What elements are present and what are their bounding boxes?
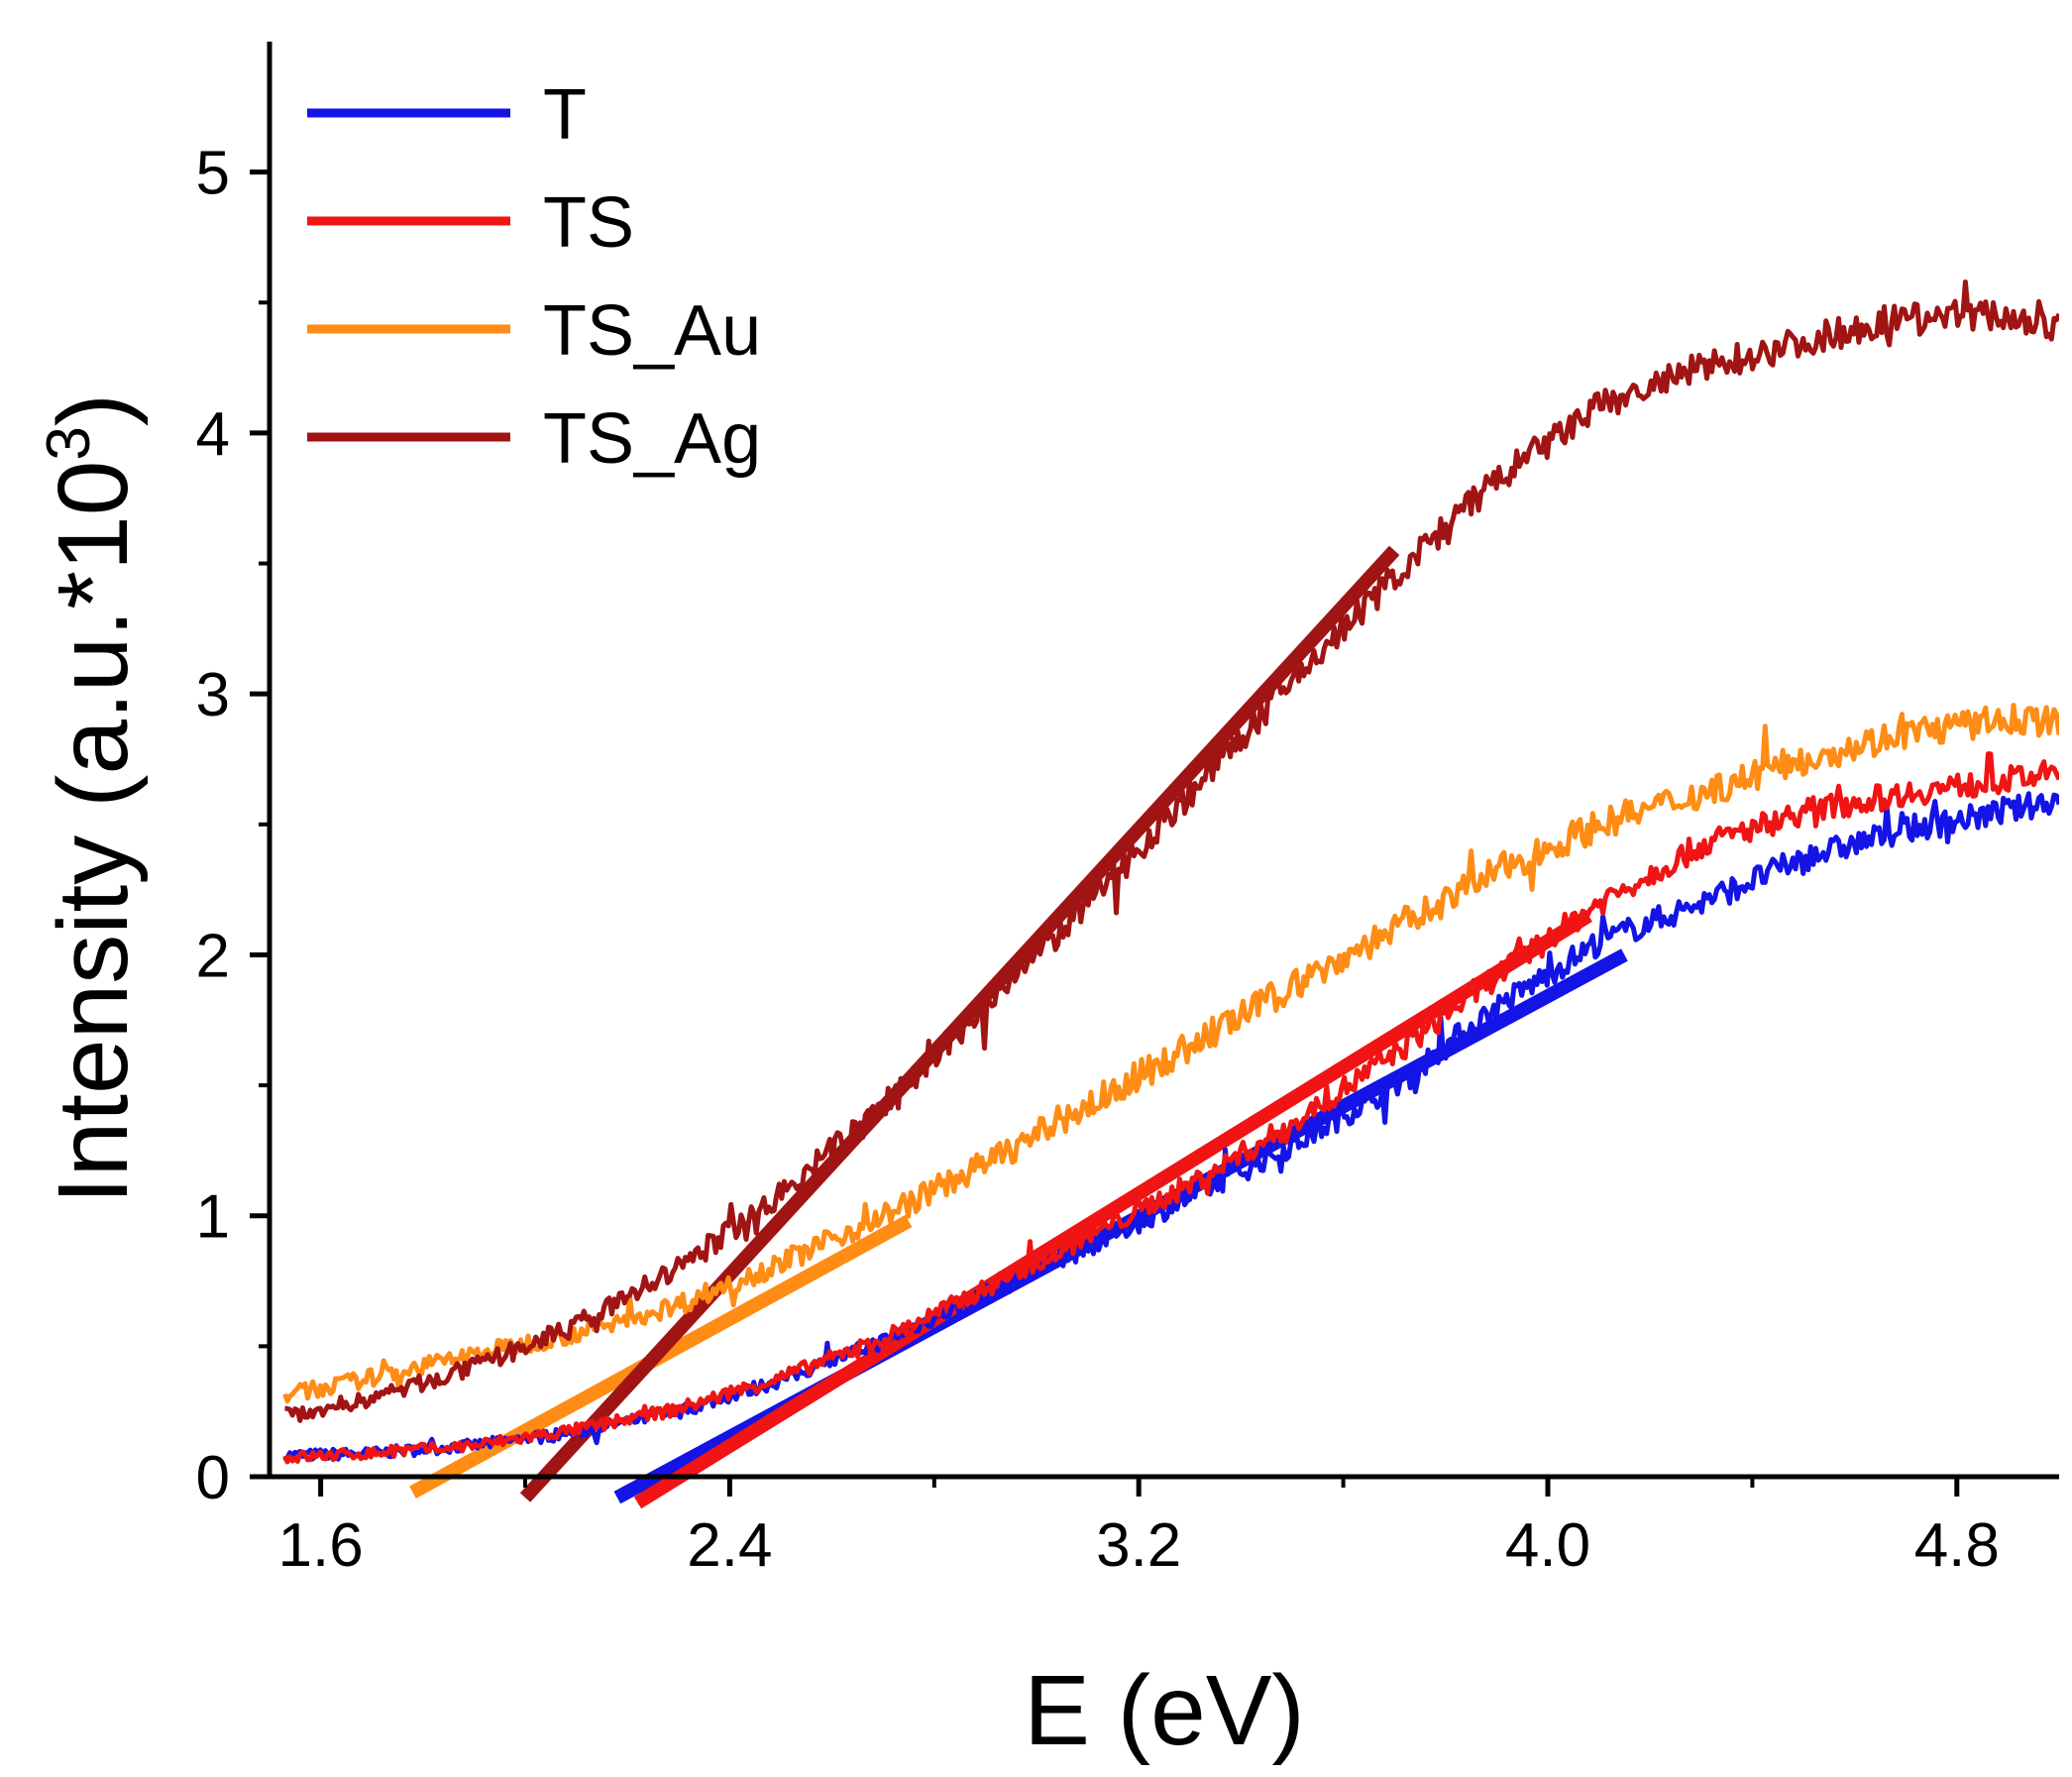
series-line-ts-ag: [284, 279, 2059, 1423]
legend-label-t: T: [543, 75, 587, 155]
series-line-ts-au: [282, 703, 2059, 1404]
y-axis-title-suffix: ): [38, 393, 149, 426]
x-tick-label: 4.0: [1505, 1511, 1590, 1580]
fit-line-ts-ag: [519, 545, 1400, 1502]
x-tick-label: 4.8: [1914, 1511, 2000, 1580]
y-tick-label: 5: [196, 140, 230, 208]
y-tick-label: 3: [196, 661, 230, 729]
y-axis-title-main: Intensity (a.u.*10: [38, 461, 149, 1204]
series-line-ts: [282, 751, 2059, 1465]
series-line-t: [282, 791, 2059, 1463]
legend-label-ts-ag: TS_Ag: [543, 399, 761, 479]
x-tick-label: 3.2: [1096, 1511, 1181, 1580]
y-tick-label: 2: [196, 922, 230, 990]
x-tick-label: 2.4: [687, 1511, 772, 1580]
y-axis-title: Intensity (a.u.*103): [35, 393, 149, 1204]
y-tick-label: 4: [196, 400, 230, 469]
legend-label-ts-au: TS_Au: [543, 291, 761, 371]
x-axis-title: E (eV): [1024, 1655, 1304, 1766]
axes: 1.6 2.4 3.2 4.0 4.8 0 1 2 3 4 5 E (eV) Intensity (a.…: [35, 42, 2059, 1766]
y-tick-label: 0: [196, 1444, 230, 1512]
y-axis-title-superscript: 3: [35, 426, 103, 460]
x-tick-label: 1.6: [277, 1511, 363, 1580]
y-tick-label: 1: [196, 1183, 230, 1252]
legend: T TS TS_Au TS_Ag: [307, 75, 761, 479]
series-lines: [282, 279, 2059, 1465]
fit-line-ts: [633, 910, 1592, 1509]
legend-label-ts: TS: [543, 183, 634, 263]
